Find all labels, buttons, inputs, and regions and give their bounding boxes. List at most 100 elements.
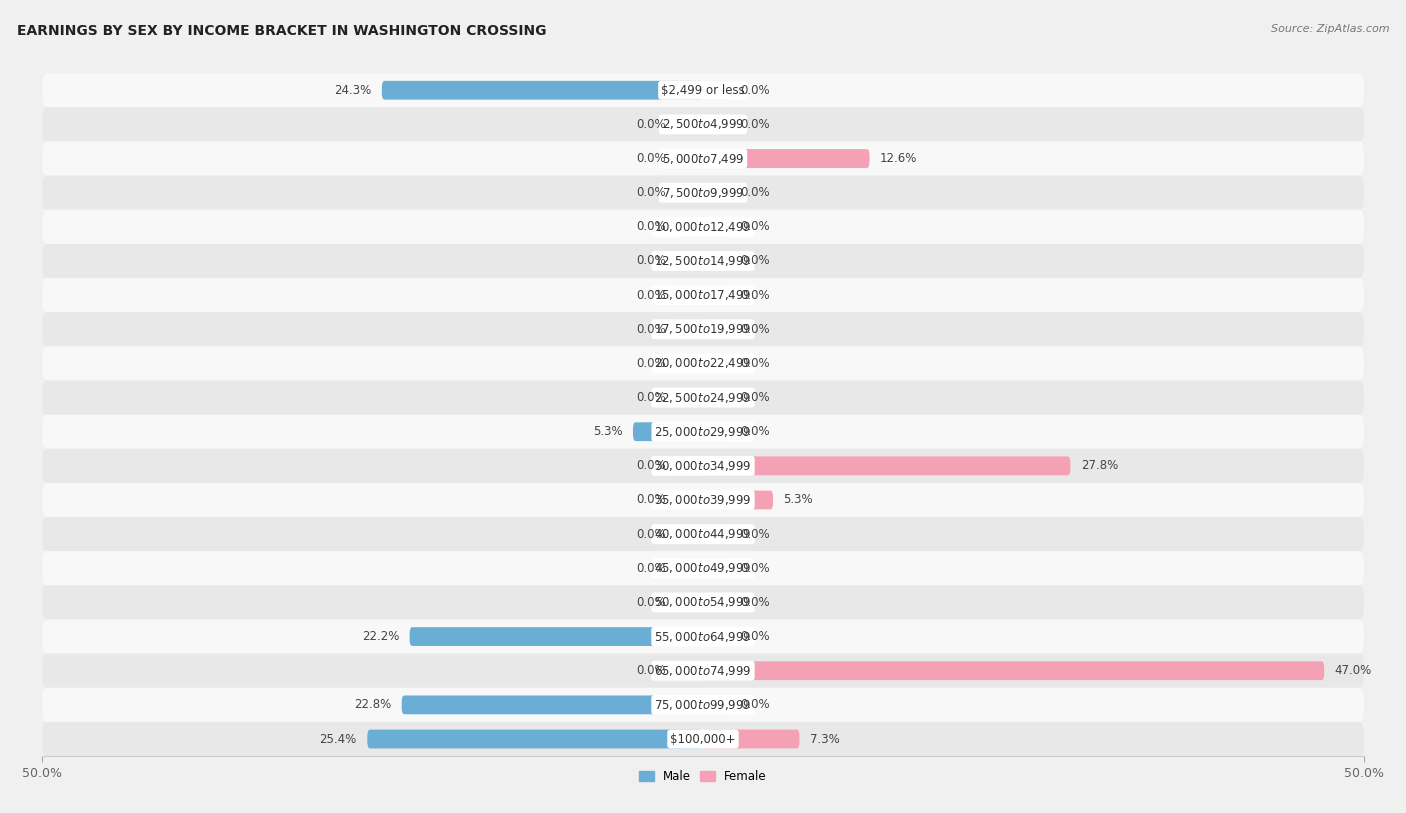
FancyBboxPatch shape (703, 115, 730, 134)
FancyBboxPatch shape (42, 483, 1364, 517)
FancyBboxPatch shape (676, 456, 703, 476)
FancyBboxPatch shape (676, 490, 703, 510)
Legend: Male, Female: Male, Female (634, 765, 772, 788)
Text: $50,000 to $54,999: $50,000 to $54,999 (654, 595, 752, 610)
FancyBboxPatch shape (676, 285, 703, 305)
Text: 0.0%: 0.0% (740, 391, 769, 404)
Text: $10,000 to $12,499: $10,000 to $12,499 (654, 220, 752, 234)
FancyBboxPatch shape (42, 141, 1364, 176)
Text: 0.0%: 0.0% (637, 357, 666, 370)
Text: EARNINGS BY SEX BY INCOME BRACKET IN WASHINGTON CROSSING: EARNINGS BY SEX BY INCOME BRACKET IN WAS… (17, 24, 547, 38)
Text: 0.0%: 0.0% (637, 254, 666, 267)
Text: 12.6%: 12.6% (880, 152, 918, 165)
Text: 0.0%: 0.0% (637, 493, 666, 506)
Text: 0.0%: 0.0% (637, 562, 666, 575)
FancyBboxPatch shape (42, 620, 1364, 654)
FancyBboxPatch shape (676, 217, 703, 237)
Text: $40,000 to $44,999: $40,000 to $44,999 (654, 527, 752, 541)
Text: 0.0%: 0.0% (637, 152, 666, 165)
Text: $22,500 to $24,999: $22,500 to $24,999 (654, 390, 752, 405)
FancyBboxPatch shape (42, 107, 1364, 141)
Text: $17,500 to $19,999: $17,500 to $19,999 (654, 322, 752, 337)
FancyBboxPatch shape (703, 388, 730, 407)
FancyBboxPatch shape (42, 415, 1364, 449)
Text: $15,000 to $17,499: $15,000 to $17,499 (654, 288, 752, 302)
FancyBboxPatch shape (703, 559, 730, 578)
FancyBboxPatch shape (703, 456, 1070, 476)
Text: 0.0%: 0.0% (740, 630, 769, 643)
FancyBboxPatch shape (42, 722, 1364, 756)
FancyBboxPatch shape (676, 354, 703, 373)
Text: 0.0%: 0.0% (740, 596, 769, 609)
FancyBboxPatch shape (703, 285, 730, 305)
FancyBboxPatch shape (703, 729, 800, 749)
Text: $20,000 to $22,499: $20,000 to $22,499 (654, 356, 752, 371)
FancyBboxPatch shape (703, 661, 1324, 680)
FancyBboxPatch shape (409, 627, 703, 646)
Text: $25,000 to $29,999: $25,000 to $29,999 (654, 424, 752, 439)
FancyBboxPatch shape (42, 517, 1364, 551)
Text: Source: ZipAtlas.com: Source: ZipAtlas.com (1271, 24, 1389, 34)
Text: $100,000+: $100,000+ (671, 733, 735, 746)
Text: 0.0%: 0.0% (637, 289, 666, 302)
FancyBboxPatch shape (703, 354, 730, 373)
Text: 5.3%: 5.3% (593, 425, 623, 438)
Text: 0.0%: 0.0% (637, 391, 666, 404)
FancyBboxPatch shape (676, 524, 703, 544)
Text: 0.0%: 0.0% (740, 698, 769, 711)
FancyBboxPatch shape (703, 251, 730, 271)
Text: 0.0%: 0.0% (637, 596, 666, 609)
FancyBboxPatch shape (42, 176, 1364, 210)
FancyBboxPatch shape (703, 524, 730, 544)
FancyBboxPatch shape (42, 244, 1364, 278)
Text: 22.8%: 22.8% (354, 698, 391, 711)
FancyBboxPatch shape (676, 149, 703, 168)
Text: 47.0%: 47.0% (1334, 664, 1372, 677)
FancyBboxPatch shape (703, 627, 730, 646)
FancyBboxPatch shape (42, 312, 1364, 346)
FancyBboxPatch shape (676, 320, 703, 339)
Text: $5,000 to $7,499: $5,000 to $7,499 (662, 151, 744, 166)
FancyBboxPatch shape (42, 449, 1364, 483)
Text: 0.0%: 0.0% (637, 186, 666, 199)
FancyBboxPatch shape (676, 115, 703, 134)
Text: 0.0%: 0.0% (637, 459, 666, 472)
Text: 0.0%: 0.0% (637, 323, 666, 336)
FancyBboxPatch shape (676, 593, 703, 612)
Text: $35,000 to $39,999: $35,000 to $39,999 (654, 493, 752, 507)
Text: 27.8%: 27.8% (1081, 459, 1118, 472)
FancyBboxPatch shape (703, 183, 730, 202)
FancyBboxPatch shape (676, 388, 703, 407)
FancyBboxPatch shape (703, 593, 730, 612)
FancyBboxPatch shape (633, 422, 703, 441)
FancyBboxPatch shape (42, 73, 1364, 107)
Text: 0.0%: 0.0% (740, 528, 769, 541)
Text: $75,000 to $99,999: $75,000 to $99,999 (654, 698, 752, 712)
FancyBboxPatch shape (367, 729, 703, 749)
FancyBboxPatch shape (42, 551, 1364, 585)
Text: 0.0%: 0.0% (637, 664, 666, 677)
Text: $55,000 to $64,999: $55,000 to $64,999 (654, 629, 752, 644)
Text: 0.0%: 0.0% (740, 562, 769, 575)
Text: $45,000 to $49,999: $45,000 to $49,999 (654, 561, 752, 576)
FancyBboxPatch shape (402, 695, 703, 715)
Text: 0.0%: 0.0% (740, 289, 769, 302)
Text: 24.3%: 24.3% (335, 84, 371, 97)
FancyBboxPatch shape (676, 559, 703, 578)
Text: 0.0%: 0.0% (740, 84, 769, 97)
FancyBboxPatch shape (42, 688, 1364, 722)
FancyBboxPatch shape (703, 422, 730, 441)
FancyBboxPatch shape (42, 654, 1364, 688)
FancyBboxPatch shape (42, 278, 1364, 312)
Text: 0.0%: 0.0% (740, 357, 769, 370)
Text: 0.0%: 0.0% (740, 254, 769, 267)
FancyBboxPatch shape (703, 80, 730, 100)
FancyBboxPatch shape (382, 80, 703, 100)
Text: $12,500 to $14,999: $12,500 to $14,999 (654, 254, 752, 268)
FancyBboxPatch shape (703, 695, 730, 715)
FancyBboxPatch shape (703, 149, 869, 168)
FancyBboxPatch shape (703, 320, 730, 339)
Text: 22.2%: 22.2% (361, 630, 399, 643)
FancyBboxPatch shape (42, 585, 1364, 620)
FancyBboxPatch shape (703, 490, 773, 510)
